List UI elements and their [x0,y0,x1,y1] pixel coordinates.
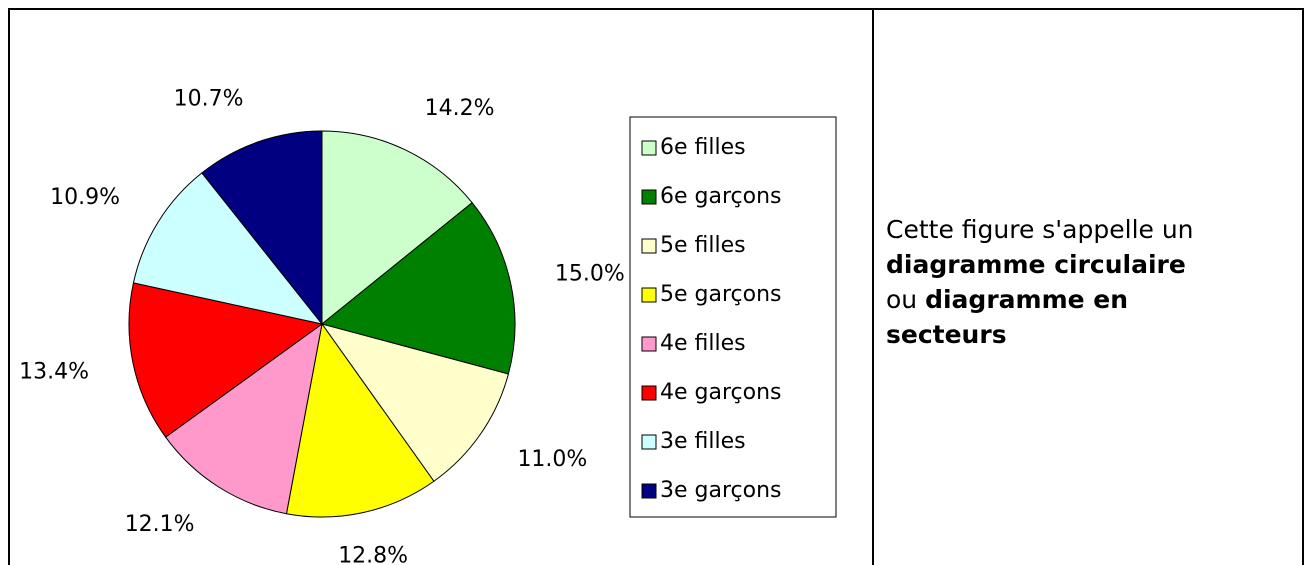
legend-label: 6e filles [660,135,746,160]
caption: Cette figure s'appelle un diagramme circ… [886,212,1194,352]
pie-slice [285,322,435,518]
caption-bold: diagramme en [925,285,1129,314]
data-label: 10.7% [174,86,244,111]
legend-swatch [641,140,657,156]
caption-bold: secteurs [886,320,1007,349]
legend-label: 6e garçons [660,184,782,209]
pie-slice [320,323,510,482]
legend-label: 3e filles [660,429,746,454]
legend-label: 4e garçons [660,380,782,405]
data-label: 14.2% [425,96,495,121]
data-label: 13.4% [19,360,89,385]
data-label: 12.8% [338,543,408,565]
legend-swatch [641,336,657,352]
pie-slice [128,282,324,438]
caption-text: ou [886,285,918,314]
caption-bold: diagramme circulaire [886,250,1186,279]
legend-swatch [641,189,657,205]
table-border [8,8,1304,565]
legend-label: 5e filles [660,233,746,258]
caption-text: Cette figure s'appelle un [886,215,1194,244]
data-label: 10.9% [50,185,120,210]
legend-label: 5e garçons [660,282,782,307]
legend-box [629,116,837,518]
legend-swatch [641,287,657,303]
pie-slice [321,130,473,326]
legend-label: 4e filles [660,331,746,356]
legend-swatch [641,238,657,254]
data-label: 15.0% [555,262,625,287]
pie-slice [201,130,323,326]
legend-swatch [641,483,657,499]
legend-swatch [641,434,657,450]
pie-slice [132,172,324,325]
data-label: 12.1% [125,512,195,537]
pie-slice [164,322,323,515]
pie-slice [320,202,516,375]
legend-swatch [641,385,657,401]
data-label: 11.0% [517,447,587,472]
legend-label: 3e garçons [660,478,782,503]
